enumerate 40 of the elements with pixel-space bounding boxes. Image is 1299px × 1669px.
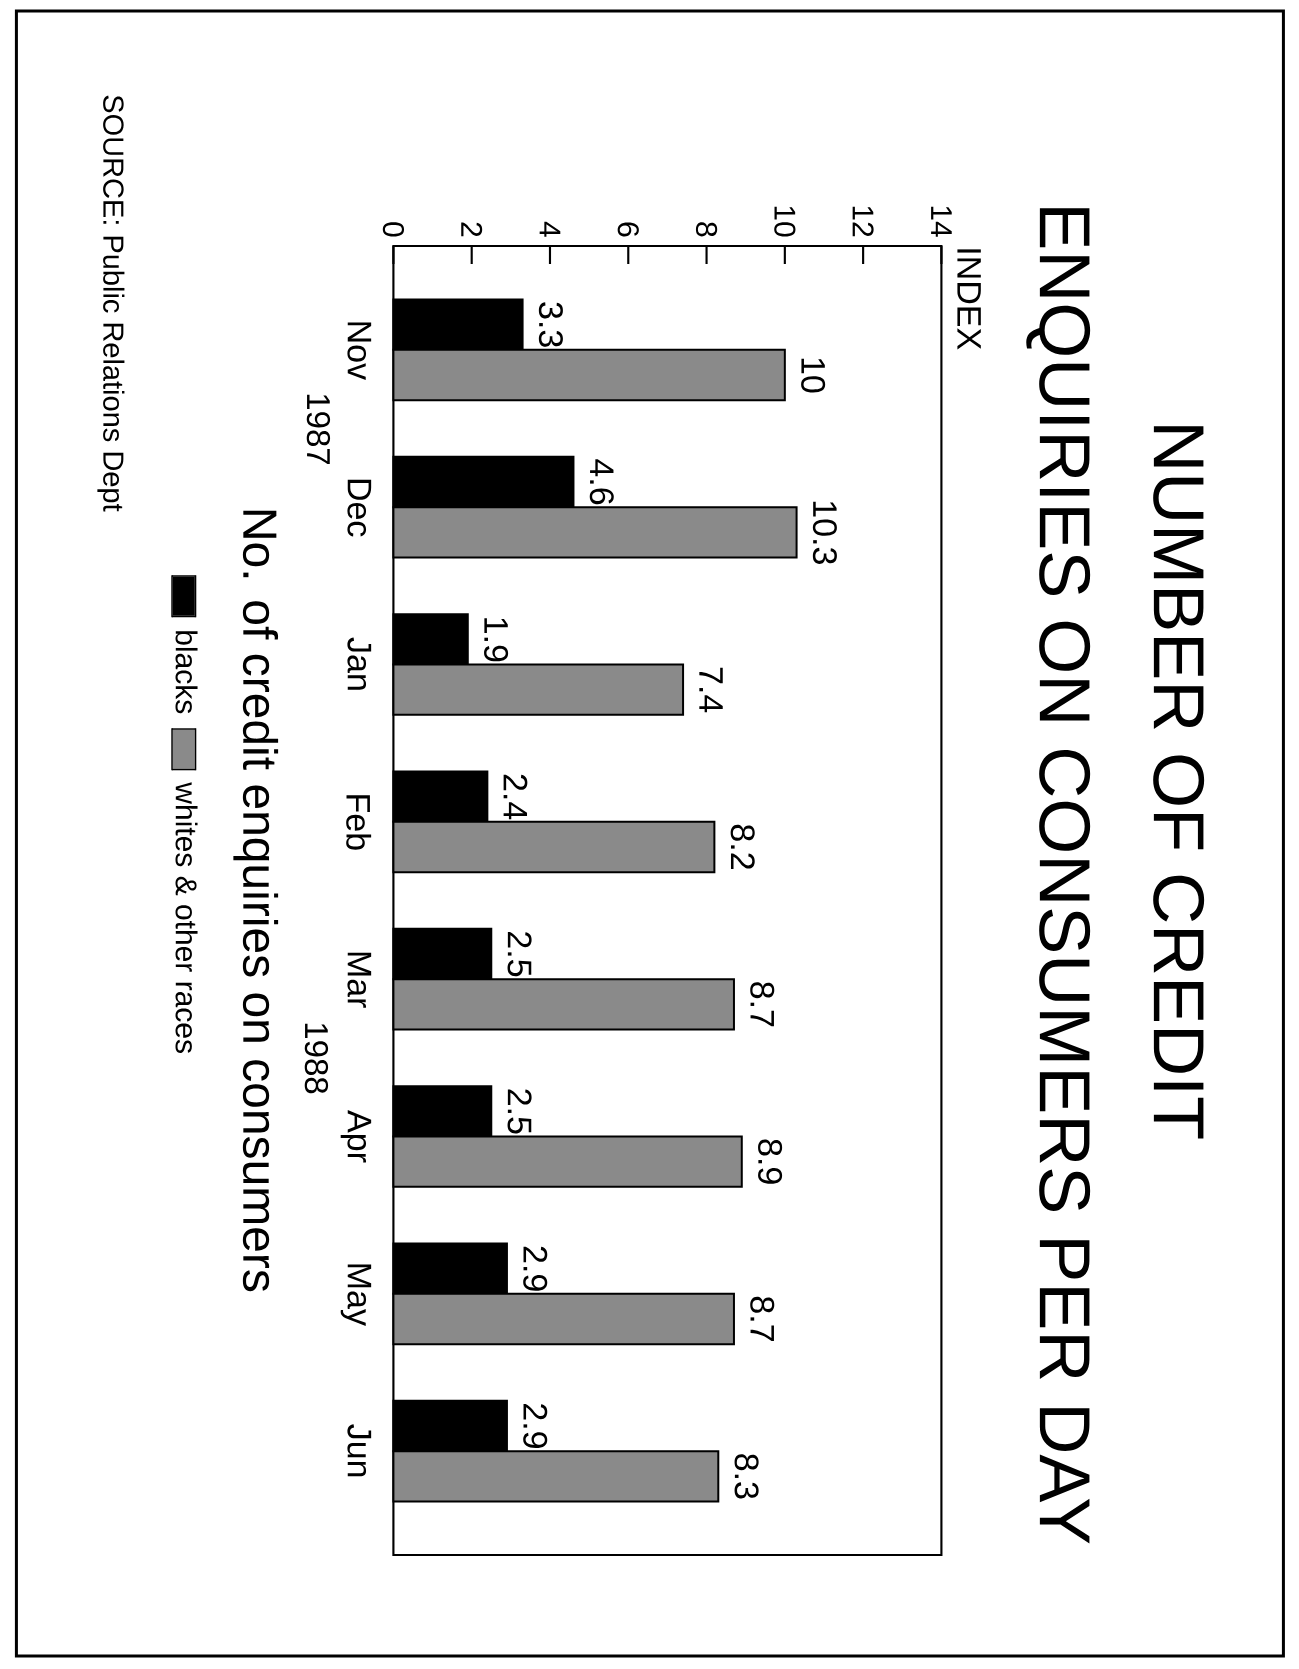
data-label: 10 [800, 358, 825, 393]
y-tick-label: Jan [347, 637, 371, 690]
x-tick-label: 14 [930, 206, 952, 237]
text: 1988 [304, 1023, 328, 1094]
text: 1987 [306, 394, 330, 465]
x-tick-label: 10 [774, 206, 796, 237]
y-tick-label: Mar [347, 952, 371, 1008]
y-tick-label: Apr [340, 1110, 371, 1163]
data-label: 2.4 [503, 774, 528, 820]
data-label: 10.3 [812, 501, 837, 564]
text: NUMBER OF CREDIT ENQUIRIES ON CONSUMERS PER DAY [1026, 208, 1204, 1544]
y-tick-label: May [340, 1264, 371, 1326]
legend-label: blacks [175, 631, 198, 714]
source-note: SOURCE: Public Relations Dept [97, 95, 125, 512]
y-tick-label: Jun [347, 1424, 371, 1477]
data-label: 7.4 [699, 667, 723, 713]
data-label: 8.3 [734, 1454, 759, 1499]
data-label: 8.9 [757, 1139, 782, 1184]
x-tick-label: 12 [852, 206, 874, 237]
data-label: 8.7 [750, 982, 775, 1027]
data-label: 1.9 [483, 618, 508, 662]
y-tick-label: Feb [345, 795, 371, 850]
data-label: 2.5 [507, 1089, 532, 1134]
data-label: 4.6 [589, 459, 614, 505]
x-tick-label: 6 [617, 222, 639, 237]
legend-label: whites & other races [175, 782, 198, 1053]
data-label: 2.9 [522, 1246, 548, 1291]
x-tick-label: 2 [461, 222, 482, 237]
data-label: 8.2 [730, 824, 755, 869]
data-label: 2.9 [522, 1404, 548, 1449]
y-axis-title: No. of credit enquiries on consumers [233, 510, 278, 1292]
x-tick-label: 8 [695, 222, 717, 237]
data-label: 2.5 [507, 932, 532, 977]
data-label: 8.7 [750, 1296, 775, 1341]
y-tick-label: Nov [347, 322, 371, 380]
text: INDEX [957, 249, 981, 350]
x-tick-label: 0 [382, 222, 404, 237]
data-label: 3.3 [538, 302, 563, 347]
y-tick-label: Dec [347, 479, 371, 537]
x-tick-label: 4 [539, 221, 561, 237]
